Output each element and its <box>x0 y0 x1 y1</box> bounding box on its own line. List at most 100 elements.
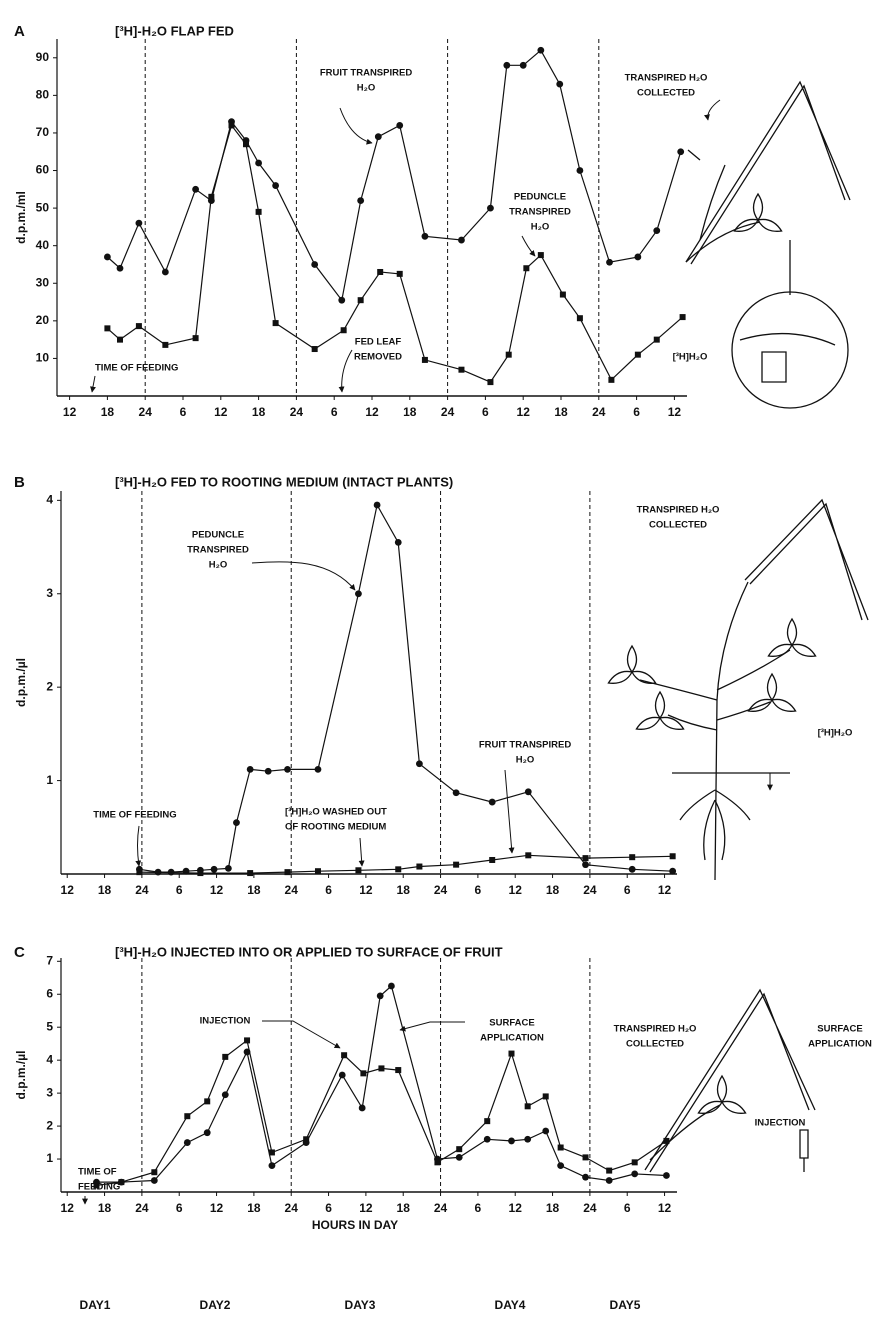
panel-letter: C <box>14 944 25 961</box>
annotation: TIME OF <box>78 1167 117 1178</box>
y-tick-label: 3 <box>46 586 53 600</box>
x-tick-label: 12 <box>61 883 75 897</box>
chart-title: [³H]-H₂O INJECTED INTO OR APPLIED TO SUR… <box>115 944 503 959</box>
x-tick-label: 12 <box>509 1201 523 1215</box>
point <box>338 1071 346 1079</box>
y-tick-label: 6 <box>46 986 53 1000</box>
point <box>524 1103 531 1110</box>
sketch-stroke <box>704 99 721 121</box>
point <box>357 197 365 204</box>
sketch-stroke <box>135 825 142 867</box>
point <box>525 852 532 859</box>
y-tick-label: 1 <box>46 1151 53 1165</box>
point <box>663 1137 670 1144</box>
point <box>338 296 346 304</box>
plant-sketch-b <box>605 498 869 881</box>
point <box>453 861 460 868</box>
y-tick-label: 2 <box>46 1118 53 1132</box>
point <box>421 356 428 363</box>
y-tick-label: 1 <box>46 773 53 787</box>
sketch-stroke <box>695 1075 749 1118</box>
point <box>679 314 686 321</box>
point <box>192 185 200 193</box>
y-tick-label: 70 <box>36 125 50 139</box>
point <box>653 227 661 235</box>
y-tick-label: 60 <box>36 163 50 177</box>
plant-sketch-c <box>644 988 816 1173</box>
annotation: [³H]H₂O WASHED OUT <box>285 807 387 818</box>
series-line <box>139 503 673 873</box>
x-tick-label: 6 <box>475 1201 482 1215</box>
sketch-stroke <box>731 193 785 236</box>
y-tick-label: 2 <box>46 679 53 693</box>
y-tick-label: 80 <box>36 88 50 102</box>
sketch-stroke <box>714 581 749 881</box>
y-tick-label: 4 <box>46 1052 53 1066</box>
annotation: TRANSPIRED H₂O <box>625 73 708 84</box>
sketch-stroke <box>739 332 836 383</box>
point <box>104 253 111 261</box>
x-tick-label: 12 <box>658 883 672 897</box>
point <box>302 1139 310 1146</box>
point <box>184 1113 191 1120</box>
point <box>268 1162 276 1170</box>
x-tick-label: 6 <box>176 1201 183 1215</box>
point <box>456 1146 463 1153</box>
point <box>556 80 564 88</box>
point <box>421 232 429 240</box>
sketch-stroke <box>633 691 687 734</box>
y-axis-label: d.p.m./µl <box>14 1051 28 1100</box>
annotation: SURFACE <box>489 1018 534 1029</box>
x-tick-label: 24 <box>285 883 299 897</box>
y-tick-label: 10 <box>36 351 50 365</box>
chart-title: [³H]-H₂O FLAP FED <box>115 23 234 38</box>
point <box>243 141 249 148</box>
point <box>557 1162 565 1170</box>
point <box>396 122 404 129</box>
day-label: DAY1 <box>80 1298 111 1312</box>
day-label: DAY4 <box>495 1298 526 1312</box>
annotation: COLLECTED <box>649 520 707 531</box>
annotation: REMOVED <box>354 352 402 363</box>
point <box>204 1098 211 1105</box>
point <box>341 1052 348 1059</box>
annotation: PEDUNCLE <box>514 192 566 203</box>
point <box>135 323 142 330</box>
x-tick-label: 12 <box>61 1201 75 1215</box>
point <box>314 868 321 875</box>
point <box>355 867 362 874</box>
annotation: TIME OF FEEDING <box>95 363 178 374</box>
y-tick-label: 90 <box>36 50 50 64</box>
sketch-stroke <box>649 1104 721 1161</box>
y-axis-label: d.p.m./µl <box>14 658 28 707</box>
point <box>608 376 615 383</box>
point <box>243 1048 251 1056</box>
panel-letter: B <box>14 474 25 491</box>
sketch-stroke <box>799 1129 809 1172</box>
sketch-stroke <box>744 498 869 621</box>
annotation: TIME OF FEEDING <box>93 810 176 821</box>
annotation: FRUIT TRANSPIRED <box>479 740 572 751</box>
x-tick-label: 12 <box>214 405 228 419</box>
point <box>246 765 254 773</box>
x-tick-label: 18 <box>98 883 112 897</box>
annotation: FEEDING <box>78 1182 120 1193</box>
annotation: APPLICATION <box>808 1039 872 1050</box>
x-tick-label: 18 <box>98 1201 112 1215</box>
sketch-stroke <box>685 164 761 263</box>
y-tick-label: 3 <box>46 1085 53 1099</box>
y-tick-label: 5 <box>46 1019 53 1033</box>
point <box>395 1067 402 1074</box>
point <box>537 252 544 259</box>
point <box>311 261 319 268</box>
point <box>455 1153 463 1161</box>
point <box>653 336 660 343</box>
point <box>677 148 685 156</box>
point <box>221 1091 229 1099</box>
point <box>311 346 318 353</box>
point <box>162 341 169 348</box>
sketch-stroke <box>338 349 353 393</box>
x-tick-label: 12 <box>359 883 373 897</box>
sketch-stroke <box>504 769 515 854</box>
